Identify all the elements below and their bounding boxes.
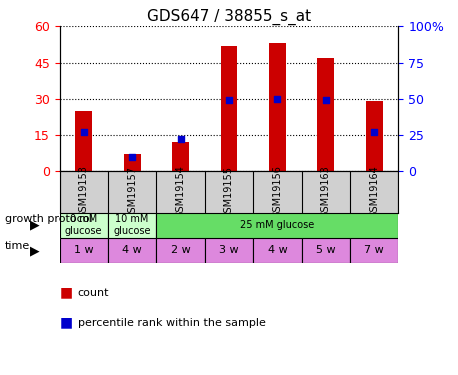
Text: 7 w: 7 w <box>365 245 384 255</box>
Text: growth protocol: growth protocol <box>5 214 92 224</box>
Text: GSM19153: GSM19153 <box>79 166 89 219</box>
Text: percentile rank within the sample: percentile rank within the sample <box>78 318 266 327</box>
Bar <box>366 101 383 171</box>
Bar <box>205 238 253 262</box>
Point <box>322 97 329 103</box>
Bar <box>317 58 334 171</box>
Title: GDS647 / 38855_s_at: GDS647 / 38855_s_at <box>147 9 311 25</box>
Point <box>80 129 87 135</box>
Text: 2 w: 2 w <box>171 245 191 255</box>
Bar <box>302 238 350 262</box>
Text: GSM19157: GSM19157 <box>127 165 137 219</box>
Text: GSM19156: GSM19156 <box>273 166 283 219</box>
Text: ■: ■ <box>60 285 73 300</box>
Text: 3 w: 3 w <box>219 245 239 255</box>
Text: ■: ■ <box>60 315 73 330</box>
Bar <box>108 213 156 238</box>
Bar <box>124 154 141 171</box>
Bar <box>60 238 108 262</box>
Text: count: count <box>78 288 109 297</box>
Bar <box>156 238 205 262</box>
Point <box>371 129 378 135</box>
Text: 1 w: 1 w <box>74 245 93 255</box>
Text: 4 w: 4 w <box>122 245 142 255</box>
Text: 0 mM
glucose: 0 mM glucose <box>65 214 103 236</box>
Text: 4 w: 4 w <box>267 245 287 255</box>
Text: 10 mM
glucose: 10 mM glucose <box>114 214 151 236</box>
Bar <box>156 213 398 238</box>
Bar <box>269 43 286 171</box>
Text: GSM19163: GSM19163 <box>321 166 331 218</box>
Bar <box>253 238 302 262</box>
Text: GSM19154: GSM19154 <box>175 166 185 219</box>
Text: ▶: ▶ <box>30 245 39 258</box>
Bar <box>350 238 398 262</box>
Text: GSM19164: GSM19164 <box>369 166 379 218</box>
Point <box>129 154 136 160</box>
Text: ▶: ▶ <box>30 219 39 231</box>
Text: 25 mM glucose: 25 mM glucose <box>240 220 315 230</box>
Point <box>177 136 184 142</box>
Text: time: time <box>5 241 30 250</box>
Bar <box>75 111 92 171</box>
Bar <box>172 142 189 171</box>
Point <box>274 96 281 102</box>
Bar <box>60 213 108 238</box>
Bar <box>108 238 156 262</box>
Text: 5 w: 5 w <box>316 245 336 255</box>
Point <box>225 97 233 103</box>
Text: GSM19155: GSM19155 <box>224 165 234 219</box>
Bar <box>220 46 237 171</box>
